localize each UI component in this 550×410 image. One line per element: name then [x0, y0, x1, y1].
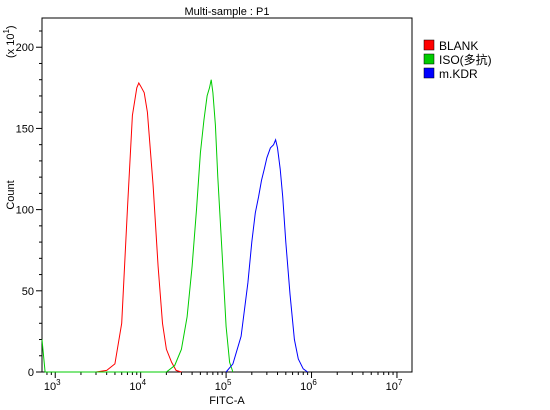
- y-axis-ticks: 0 50 100 150 200: [16, 30, 42, 379]
- y-tick-label: 0: [28, 367, 34, 379]
- y-axis-title: Count: [5, 180, 17, 209]
- y-multiplier-label: (x 101): [2, 25, 17, 58]
- x-tick-base: 10: [44, 381, 56, 393]
- x-tick-label: 104: [129, 378, 146, 393]
- x-tick-base: 10: [215, 381, 227, 393]
- x-tick-label: 107: [386, 378, 403, 393]
- y-tick-label: 100: [16, 205, 34, 217]
- x-axis-ticks: 103 104 105 106 107: [44, 372, 403, 393]
- y-tick-label: 200: [16, 42, 34, 54]
- x-tick-exp: 7: [398, 378, 403, 387]
- legend-swatch: [423, 39, 435, 51]
- x-tick-base: 10: [129, 381, 141, 393]
- x-tick-exp: 5: [227, 378, 232, 387]
- y-tick-label: 50: [22, 286, 34, 298]
- y-multiplier-base: (x 10: [5, 34, 17, 58]
- series-layer: [41, 79, 308, 373]
- y-multiplier-close: ): [5, 25, 17, 29]
- x-tick-label: 103: [44, 378, 61, 393]
- series-line-m-kdr: [225, 138, 308, 373]
- series-line-iso: [41, 79, 234, 373]
- x-tick-label: 105: [215, 378, 232, 393]
- y-tick-label: 150: [16, 123, 34, 135]
- x-tick-exp: 6: [312, 378, 317, 387]
- x-tick-base: 10: [386, 381, 398, 393]
- x-tick-exp: 4: [142, 378, 147, 387]
- x-tick-exp: 3: [56, 378, 61, 387]
- legend-swatch: [423, 53, 435, 65]
- x-axis-title: FITC-A: [209, 395, 245, 407]
- legend-swatch: [423, 67, 435, 79]
- legend-label: BLANK: [439, 39, 478, 53]
- x-tick-base: 10: [300, 381, 312, 393]
- legend-label: m.KDR: [439, 67, 478, 81]
- plot-frame: [41, 17, 413, 373]
- chart-title: Multi-sample : P1: [185, 6, 270, 18]
- legend-label: ISO(多抗): [439, 52, 492, 67]
- x-tick-label: 106: [300, 378, 317, 393]
- y-multiplier-exp: 1: [2, 29, 11, 34]
- series-line-blank: [95, 81, 182, 373]
